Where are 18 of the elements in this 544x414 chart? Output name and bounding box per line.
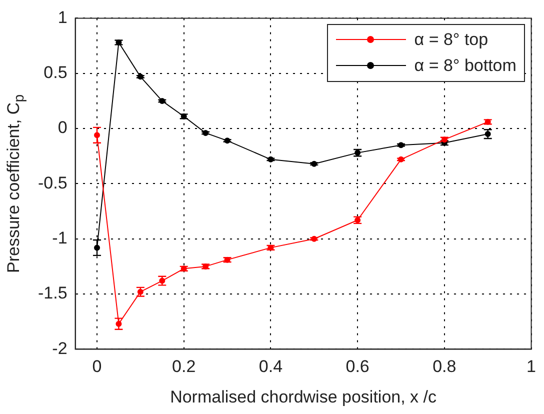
y-tick-label: 0.5 (44, 63, 68, 82)
y-tick-label: 0 (58, 118, 68, 138)
y-tick-label: -2 (52, 338, 68, 358)
x-tick-label: 1 (526, 357, 536, 376)
x-tick-label: 0.6 (346, 357, 370, 376)
point (94, 244, 100, 251)
y-tick-label: 1 (58, 8, 68, 27)
x-tick-label: 0.8 (432, 357, 456, 376)
y-tick-label: -1.5 (38, 284, 68, 303)
legend-label: α = 8° top (414, 30, 488, 50)
y-tick-label: -0.5 (38, 173, 68, 192)
x-tick-label: 0.4 (258, 357, 283, 376)
y-tick-label: -1 (52, 228, 68, 248)
x-tick-label: 0.2 (172, 357, 196, 376)
point (94, 132, 100, 138)
legend-label: α = 8° bottom (414, 56, 516, 76)
x-tick-label: 0 (92, 357, 102, 376)
x-axis-title: Normalised chordwise position, x /c (170, 387, 437, 406)
